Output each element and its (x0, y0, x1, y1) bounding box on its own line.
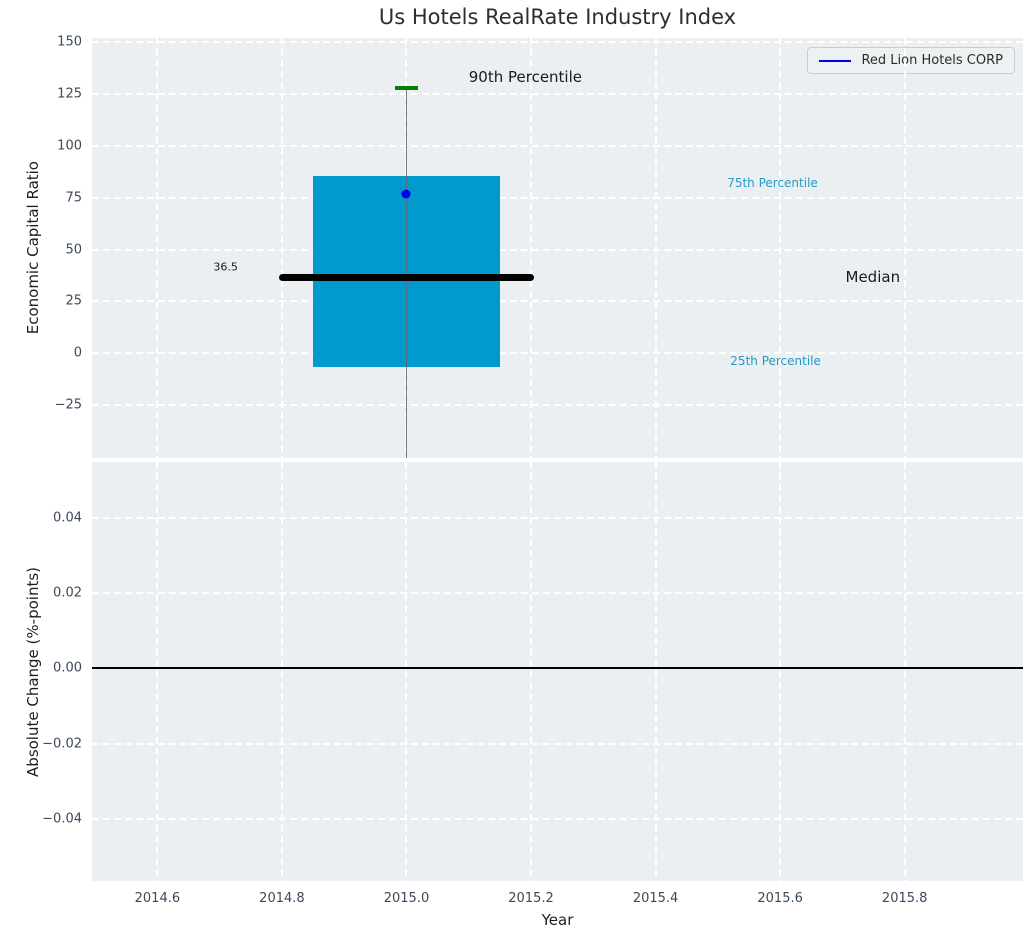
legend: Red Lion Hotels CORP (807, 47, 1015, 74)
annotation-median: Median (846, 268, 901, 286)
x-tick-label: 2014.8 (259, 891, 305, 906)
gridline-vertical (530, 462, 532, 881)
chart-title: Us Hotels RealRate Industry Index (92, 5, 1023, 29)
gridline-horizontal (92, 93, 1023, 95)
y-tick-label: 150 (12, 35, 82, 50)
legend-label: Red Lion Hotels CORP (861, 53, 1003, 68)
gridline-vertical (655, 462, 657, 881)
x-tick-label: 2015.0 (384, 891, 430, 906)
gridline-horizontal (92, 249, 1023, 251)
x-tick-label: 2015.2 (508, 891, 554, 906)
zero-change-line (92, 667, 1023, 669)
legend-line-icon (819, 60, 851, 62)
y-tick-label: 0 (12, 346, 82, 361)
bottom-axes-absolute-change (92, 462, 1023, 881)
gridline-vertical (779, 38, 781, 458)
annotation-25th-percentile: 25th Percentile (730, 354, 821, 368)
gridline-vertical (281, 462, 283, 881)
y-tick-label: 0.02 (12, 586, 82, 601)
y-tick-label: −0.04 (12, 811, 82, 826)
y-tick-label: 0.00 (12, 661, 82, 676)
gridline-vertical (904, 462, 906, 881)
gridline-horizontal (92, 592, 1023, 594)
gridline-vertical (405, 462, 407, 881)
y-tick-label: 0.04 (12, 510, 82, 525)
annotation-90th-percentile: 90th Percentile (469, 68, 582, 86)
annotation-36-5: 36.5 (213, 261, 238, 274)
gridline-vertical (156, 462, 158, 881)
gridline-horizontal (92, 743, 1023, 745)
x-tick-label: 2015.8 (882, 891, 928, 906)
y-tick-label: 125 (12, 87, 82, 102)
gridline-horizontal (92, 818, 1023, 820)
gridline-vertical (904, 38, 906, 458)
gridline-horizontal (92, 517, 1023, 519)
gridline-vertical (655, 38, 657, 458)
y-tick-label: 100 (12, 138, 82, 153)
x-tick-label: 2015.6 (757, 891, 803, 906)
gridline-horizontal (92, 41, 1023, 43)
figure: Us Hotels RealRate Industry Index Red Li… (0, 0, 1034, 942)
y-tick-label: −25 (12, 398, 82, 413)
whisker-line (406, 88, 408, 458)
median-line (279, 274, 534, 281)
y-tick-label: 25 (12, 294, 82, 309)
annotation-75th-percentile: 75th Percentile (727, 176, 818, 190)
gridline-horizontal (92, 197, 1023, 199)
gridline-vertical (281, 38, 283, 458)
gridline-vertical (156, 38, 158, 458)
top-axes-economic-capital-ratio: Red Lion Hotels CORP 90th Percentile 75th… (92, 38, 1023, 458)
data-point-red-lion-hotels (402, 189, 411, 198)
x-axis-label: Year (92, 911, 1023, 929)
y-tick-label: −0.02 (12, 736, 82, 751)
x-tick-label: 2014.6 (135, 891, 181, 906)
y-tick-label: 50 (12, 242, 82, 257)
gridline-vertical (779, 462, 781, 881)
y-tick-label: 75 (12, 190, 82, 205)
whisker-cap-90th (395, 86, 417, 90)
gridline-vertical (530, 38, 532, 458)
gridline-horizontal (92, 145, 1023, 147)
x-tick-label: 2015.4 (633, 891, 679, 906)
gridline-horizontal (92, 404, 1023, 406)
gridline-horizontal (92, 352, 1023, 354)
gridline-horizontal (92, 300, 1023, 302)
